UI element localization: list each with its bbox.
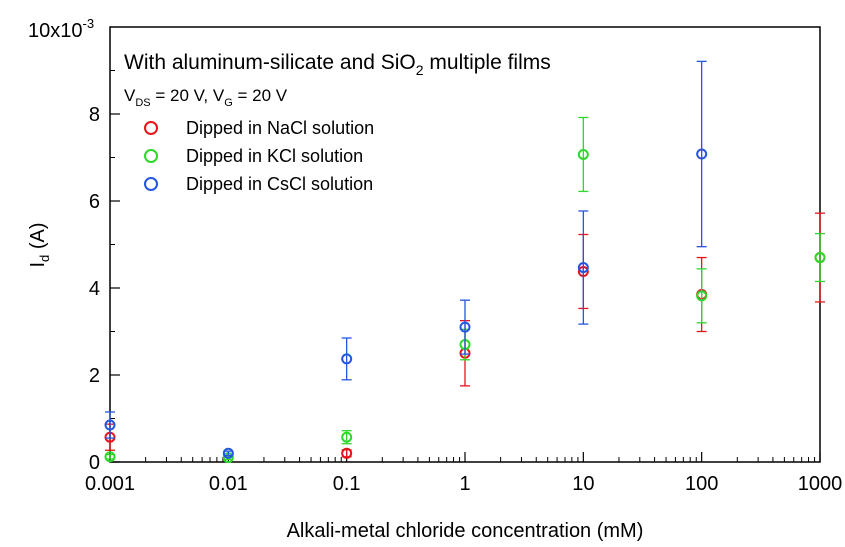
data-point bbox=[341, 353, 353, 365]
chart-title: With aluminum-silicate and SiO2 multiple… bbox=[124, 51, 551, 78]
data-point bbox=[577, 148, 589, 160]
y-tick-label: 2 bbox=[89, 365, 100, 387]
data-point bbox=[696, 290, 708, 302]
x-tick-label: 1 bbox=[459, 473, 470, 495]
x-axis-title: Alkali-metal chloride concentration (mM) bbox=[287, 520, 644, 542]
condition-label: VDS = 20 V, VG = 20 V bbox=[124, 86, 288, 109]
legend-label: Dipped in KCl solution bbox=[186, 146, 363, 166]
x-tick-label: 10 bbox=[572, 473, 594, 495]
y-tick-label: 8 bbox=[89, 104, 100, 126]
series-group bbox=[104, 116, 826, 464]
series-group bbox=[104, 60, 708, 459]
data-layer bbox=[104, 60, 826, 464]
data-point bbox=[814, 252, 826, 264]
data-point bbox=[222, 447, 234, 459]
legend: Dipped in NaCl solution Dipped in KCl sol… bbox=[144, 118, 374, 194]
y-axis-title: Id (A) bbox=[27, 222, 52, 267]
legend-marker bbox=[144, 149, 158, 163]
legend-marker bbox=[144, 177, 158, 191]
y-tick-label: 4 bbox=[89, 278, 100, 300]
x-tick-label: 0.1 bbox=[333, 473, 361, 495]
legend-marker bbox=[144, 121, 158, 135]
data-point bbox=[104, 451, 116, 463]
data-point bbox=[341, 447, 353, 459]
x-tick-label: 100 bbox=[685, 473, 718, 495]
legend-label: Dipped in NaCl solution bbox=[186, 118, 374, 138]
y-multiplier-exponent: -3 bbox=[83, 16, 95, 31]
x-axis: 0.001 0.01 0.1 1 10 100 1000 bbox=[85, 452, 842, 495]
y-axis: 0 2 4 6 8 bbox=[89, 70, 120, 474]
data-point bbox=[104, 419, 116, 431]
y-tick-label: 0 bbox=[89, 452, 100, 474]
data-point bbox=[696, 148, 708, 160]
data-point bbox=[459, 321, 471, 333]
data-point bbox=[577, 262, 589, 274]
x-tick-label: 0.001 bbox=[85, 473, 135, 495]
legend-label: Dipped in CsCl solution bbox=[186, 174, 373, 194]
data-point bbox=[341, 431, 353, 443]
y-tick-label: 6 bbox=[89, 191, 100, 213]
x-tick-label: 0.01 bbox=[209, 473, 248, 495]
x-tick-label: 1000 bbox=[798, 473, 843, 495]
y-multiplier-label: 10x10-3 bbox=[28, 16, 94, 42]
